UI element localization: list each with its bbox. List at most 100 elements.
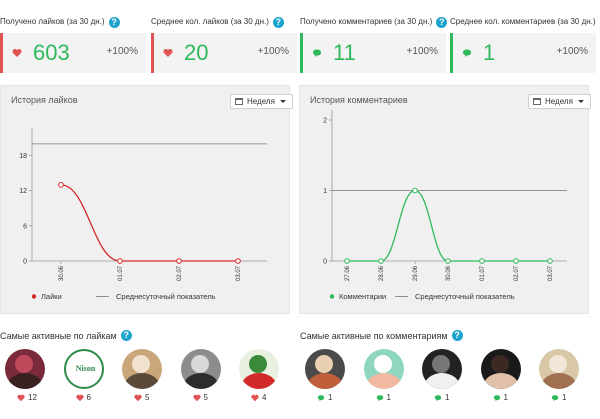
data-point: [445, 258, 451, 264]
activity-count: 6: [75, 393, 91, 402]
stat-title: Получено комментариев (за 30 дн.)?: [300, 15, 448, 29]
legend-marker: [329, 294, 335, 299]
avatar-shape: [432, 355, 450, 373]
avatar-shape: [132, 355, 150, 373]
avatar-shape: [124, 373, 160, 389]
activity-count-value: 5: [145, 393, 150, 402]
y-tick-label: 18: [19, 153, 27, 160]
active-user-item[interactable]: 5: [180, 349, 223, 402]
stat-box: 603 +100%: [0, 33, 146, 73]
comment-icon: [434, 394, 442, 401]
x-tick-label: 01.07: [480, 265, 486, 281]
avatar[interactable]: [239, 349, 279, 389]
stat-title: Получено лайков (за 30 дн.)?: [0, 15, 120, 29]
stat-percent: +100%: [406, 46, 438, 57]
panel-title: История комментариев: [310, 95, 408, 105]
stat-percent: +100%: [257, 46, 289, 57]
legend-label: Среднесуточный показатель: [415, 292, 515, 301]
comment-icon: [313, 49, 321, 57]
avatar[interactable]: [422, 349, 462, 389]
period-dropdown[interactable]: Неделя: [528, 94, 591, 109]
x-tick-label: 30.06: [59, 265, 65, 281]
avatar[interactable]: [539, 349, 579, 389]
calendar-icon: [235, 98, 243, 105]
activity-count: 4: [251, 393, 266, 402]
help-icon[interactable]: ?: [451, 330, 463, 341]
data-point: [58, 182, 64, 188]
y-tick-label: 6: [23, 223, 27, 230]
avatar[interactable]: Nison: [63, 349, 104, 389]
x-tick-label: 30.06: [446, 265, 452, 281]
comment-icon: [551, 394, 559, 401]
period-label: Неделя: [545, 97, 573, 106]
help-icon[interactable]: ?: [120, 330, 132, 341]
period-dropdown[interactable]: Неделя: [230, 94, 293, 109]
stat-title: Среднее кол. лайков (за 30 дн.)?: [151, 15, 284, 29]
legend-marker: [31, 294, 37, 299]
activity-count: 1: [493, 393, 508, 402]
active-comments-title: Самые активные по комментариям?: [300, 330, 463, 341]
activity-count: 1: [551, 393, 566, 402]
data-point: [378, 258, 384, 264]
heart-icon: [12, 49, 22, 57]
avatar-shape: [7, 373, 43, 389]
activity-count-value: 12: [28, 393, 37, 402]
stat-percent: +100%: [106, 46, 138, 57]
help-icon[interactable]: ?: [108, 16, 120, 28]
y-tick-label: 12: [19, 188, 27, 195]
likes-chart: 0 6 12 18 30.06 01.07 02.07 03.07 Лайки Среднесут…: [19, 128, 267, 301]
active-user-item[interactable]: 5: [122, 349, 164, 402]
activity-count: 5: [134, 393, 149, 402]
avatar-shape: [190, 355, 209, 373]
avatar-shape: [249, 355, 267, 373]
heart-icon: [134, 394, 142, 401]
avatar[interactable]: [363, 349, 404, 389]
help-icon[interactable]: ?: [272, 16, 284, 28]
active-user-item[interactable]: 1: [422, 349, 464, 402]
avatar[interactable]: [180, 349, 221, 389]
caret-down-icon: [577, 100, 584, 103]
avatar-shape: [490, 355, 509, 373]
avatar[interactable]: [480, 349, 521, 389]
y-tick-label: 2: [323, 118, 327, 125]
avatar-shape: [315, 355, 333, 373]
avatar[interactable]: [122, 349, 162, 389]
stat-title: Среднее кол. комментариев (за 30 дн.)?: [450, 15, 600, 29]
avatar[interactable]: [305, 349, 345, 389]
activity-count-value: 4: [262, 393, 267, 402]
active-user-item[interactable]: 4: [239, 349, 281, 402]
y-tick-label: 1: [323, 188, 327, 195]
x-tick-label: 27.06: [345, 265, 351, 281]
x-tick-label: 03.07: [548, 265, 554, 281]
x-tick-label: 29.06: [413, 265, 419, 281]
x-tick-label: 01.07: [118, 265, 124, 281]
avatar-shape: [541, 373, 577, 389]
activity-count: 1: [376, 393, 391, 402]
caret-down-icon: [279, 100, 286, 103]
avatar[interactable]: [5, 349, 45, 389]
active-user-item[interactable]: 1: [305, 349, 347, 402]
activity-count: 5: [192, 393, 208, 402]
avatar-shape: [373, 355, 392, 373]
avatar-logo-text: Nison: [75, 364, 96, 373]
help-icon[interactable]: ?: [436, 16, 448, 28]
activity-count-value: 1: [445, 393, 450, 402]
active-user-item[interactable]: 1: [363, 349, 406, 402]
data-point: [412, 187, 418, 194]
calendar-icon: [533, 98, 541, 105]
activity-count-value: 6: [86, 393, 91, 402]
avatar-shape: [549, 355, 567, 373]
data-point: [344, 258, 350, 264]
active-user-item[interactable]: 1: [539, 349, 581, 402]
active-user-item[interactable]: 1: [480, 349, 523, 402]
active-user-item[interactable]: Nison 6: [63, 349, 106, 402]
legend-label: Среднесуточный показатель: [116, 292, 216, 301]
data-point: [235, 258, 241, 264]
stat-box: 20 +100%: [151, 33, 297, 73]
heart-icon: [251, 394, 259, 401]
avatar-shape: [15, 355, 33, 373]
active-user-item[interactable]: 12: [5, 349, 47, 402]
activity-count-value: 1: [562, 393, 567, 402]
likes-history-panel: История лайков Неделя 0 6 12 18 30.06 01.07 02…: [0, 85, 293, 314]
activity-count-value: 1: [328, 393, 333, 402]
